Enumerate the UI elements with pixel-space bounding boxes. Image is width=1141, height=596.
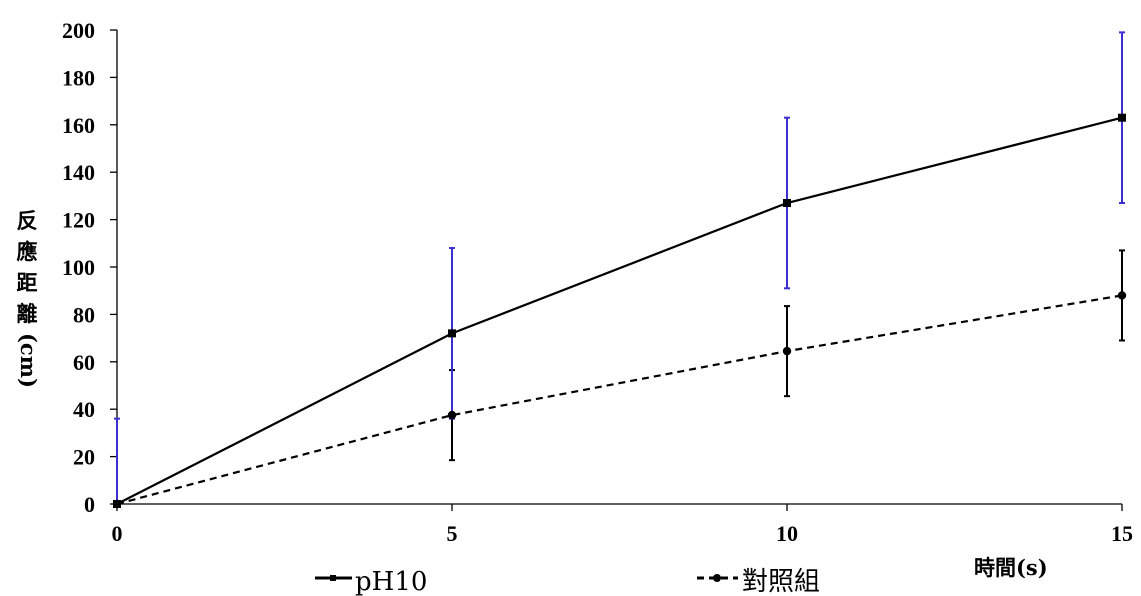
legend-item-control: 對照組: [697, 567, 820, 596]
legend-label-pH10: pH10: [355, 567, 427, 596]
data-point-pH10: [113, 500, 121, 508]
y-tick-label: 180: [62, 65, 95, 90]
y-tick-label: 200: [62, 18, 95, 43]
y-tick-label: 160: [62, 113, 95, 138]
x-axis-label: 時間(s): [974, 555, 1048, 580]
y-tick-label: 140: [62, 160, 95, 185]
data-point-control: [447, 410, 457, 420]
y-axis-label: 反應距離: [17, 208, 38, 326]
y-tick-label: 40: [73, 397, 95, 422]
data-point-control: [782, 346, 792, 356]
legend-marker-pH10: [330, 575, 336, 581]
y-tick-label: 20: [73, 445, 95, 470]
series-line-pH10: [116, 116, 1123, 505]
x-tick-label: 10: [776, 521, 798, 546]
y-axis-label-char: 離: [17, 301, 38, 326]
legend-label-control: 對照組: [742, 567, 820, 596]
y-axis-label-unit-rotated: (cm): [16, 333, 41, 388]
y-tick-label: 60: [73, 350, 95, 375]
data-markers: [112, 113, 1127, 509]
y-tick-label: 80: [73, 302, 95, 327]
y-tick-label: 100: [62, 255, 95, 280]
y-axis-label-char: 應: [17, 239, 38, 264]
y-tick-label: 0: [84, 492, 95, 517]
x-tick-label: 15: [1111, 521, 1133, 546]
series-lines: [116, 116, 1123, 506]
legend: pH10 對照組: [315, 567, 820, 596]
data-point-pH10: [448, 329, 456, 338]
tick-labels: 0 20 40 60 80 100 120 140 160 180 200 0 5 10 15: [62, 18, 1133, 546]
data-point-pH10: [783, 199, 791, 208]
data-point-control: [1117, 291, 1127, 300]
x-tick-label: 0: [112, 521, 123, 546]
legend-marker-control: [713, 574, 721, 582]
x-tick-label: 5: [447, 521, 458, 546]
y-axis-label-char: 距: [17, 270, 38, 295]
series-line-control: [116, 294, 1123, 506]
y-axis-label-char: 反: [17, 208, 38, 233]
y-tick-label: 120: [62, 208, 95, 233]
data-point-pH10: [1118, 113, 1126, 122]
legend-item-pH10: pH10: [315, 567, 427, 596]
